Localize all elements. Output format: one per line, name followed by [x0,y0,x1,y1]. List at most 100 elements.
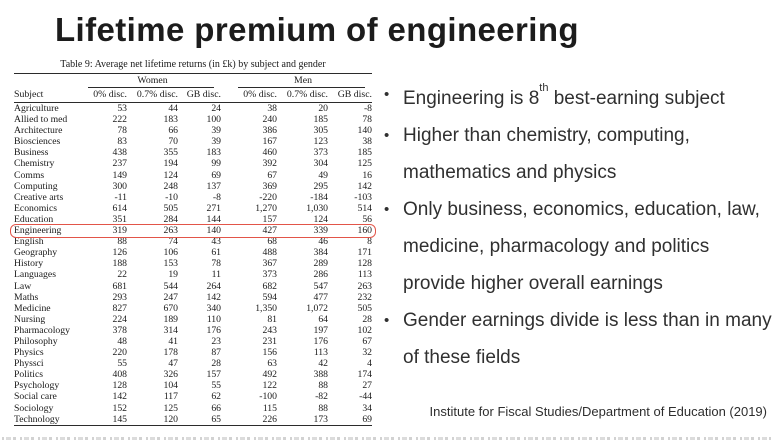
attribution: Institute for Fiscal Studies/Department … [429,404,767,419]
value-cell: 367 [262,258,277,270]
value-cell: 39 [211,125,221,137]
table-row: Languages 22 19 11 373 286 113 [14,269,372,280]
group-header-women: Women [84,74,221,89]
table-row: Pharmacology 378 314 176 243 197 102 [14,325,372,336]
value-cell: 514 [357,202,373,214]
subject-cell: Allied to med [14,114,68,126]
value-cell: 247 [163,291,178,303]
spacer-cell [221,181,234,192]
value-cell: -184 [310,191,328,203]
returns-table: Women Men Subject 0% disc. 0.7% disc. GB… [14,73,373,426]
table-row: Comms 149 124 69 67 49 16 [14,170,372,181]
bullet-item-rank: • Engineering is 8th best-earning subjec… [383,76,773,117]
value-cell: 248 [163,180,178,192]
value-cell: 1,270 [255,202,277,214]
subject-cell: Physics [14,347,44,359]
value-cell: 19 [168,269,178,281]
value-cell: 264 [206,280,221,292]
subject-cell: Creative arts [14,191,64,203]
table-row: Psychology 128 104 55 122 88 27 [14,380,372,391]
spacer-cell [221,192,234,203]
value-cell: -11 [114,191,127,203]
value-cell: 142 [206,291,221,303]
value-cell: 408 [112,369,127,381]
value-cell: 174 [357,369,373,381]
value-cell: 49 [318,169,328,181]
bullet-icon: • [384,127,390,145]
value-cell: -100 [259,391,277,403]
bullet-list: • Engineering is 8th best-earning subjec… [383,76,773,376]
value-cell: 55 [211,380,221,392]
value-cell: 682 [262,280,277,292]
value-cell: 88 [318,402,328,414]
spacer-cell [221,236,234,247]
subject-cell: Economics [14,202,58,214]
value-cell: 231 [262,335,277,347]
value-cell: 300 [112,180,127,192]
value-cell: 125 [163,402,178,414]
subject-cell: Psychology [14,380,60,392]
value-cell: 224 [112,313,127,325]
value-cell: 142 [112,391,127,403]
value-cell: 67 [267,169,277,181]
value-cell: -220 [259,191,277,203]
value-cell: 115 [262,402,277,414]
value-cell: 78 [362,114,373,126]
subject-cell: Medicine [14,302,51,314]
value-cell: 28 [211,358,221,370]
bullet-item-only-fields: • Only business, economics, education, l… [383,191,773,302]
value-cell: 1,072 [306,302,328,314]
table-row: English 88 74 43 68 46 8 [14,236,372,247]
subject-cell: Maths [14,291,39,303]
table-row: Education 351 284 144 157 124 56 [14,214,372,225]
value-cell: 99 [211,158,221,170]
spacer-cell [221,380,234,391]
value-cell: 124 [313,213,328,225]
table-row: Social care 142 117 62 -100 -82 -44 [14,391,372,402]
value-cell: 122 [262,380,277,392]
table-row: Engineering 319 263 140 427 339 160 [14,225,372,236]
value-cell: 160 [357,225,373,237]
col-header-women-0: 0% disc. [84,88,127,103]
subject-cell: Chemistry [14,158,55,170]
value-cell: 173 [313,413,328,425]
value-cell: 46 [318,236,328,248]
subject-cell: Comms [14,169,45,181]
subject-cell: Business [14,147,49,159]
value-cell: -8 [212,191,221,203]
value-cell: 38 [267,103,277,114]
table-row: Medicine 827 670 340 1,350 1,072 505 [14,303,372,314]
value-cell: 477 [313,291,328,303]
value-cell: 194 [163,158,178,170]
value-cell: 386 [262,125,277,137]
value-cell: 378 [112,324,127,336]
table-row: Economics 614 505 271 1,270 1,030 514 [14,203,372,214]
subject-cell: Physsci [14,358,44,370]
page-title: Lifetime premium of engineering [55,11,579,48]
value-cell: 152 [112,402,127,414]
value-cell: 74 [168,236,178,248]
table-body: Agriculture 53 44 24 38 20 -8 Allied to med 222 1… [14,103,372,426]
value-cell: -10 [165,191,178,203]
value-cell: 61 [211,247,221,259]
value-cell: 104 [163,380,178,392]
value-cell: 171 [357,247,373,259]
spacer-cell [221,158,234,169]
value-cell: 28 [362,313,373,325]
value-cell: 78 [117,125,127,137]
subject-cell: Languages [14,269,56,281]
spacer-cell [221,203,234,214]
value-cell: 110 [206,313,221,325]
subject-cell: Geography [14,247,58,259]
subject-cell: Technology [14,413,60,425]
value-cell: 373 [262,269,277,281]
col-header-spacer [221,88,234,103]
value-cell: 140 [357,125,373,137]
col-header-subject: Subject [14,88,84,103]
value-cell: 351 [112,213,127,225]
subject-cell: English [14,236,44,248]
value-cell: 81 [267,313,277,325]
value-cell: 106 [163,247,178,259]
value-cell: 88 [117,236,127,248]
value-cell: 392 [262,158,277,170]
